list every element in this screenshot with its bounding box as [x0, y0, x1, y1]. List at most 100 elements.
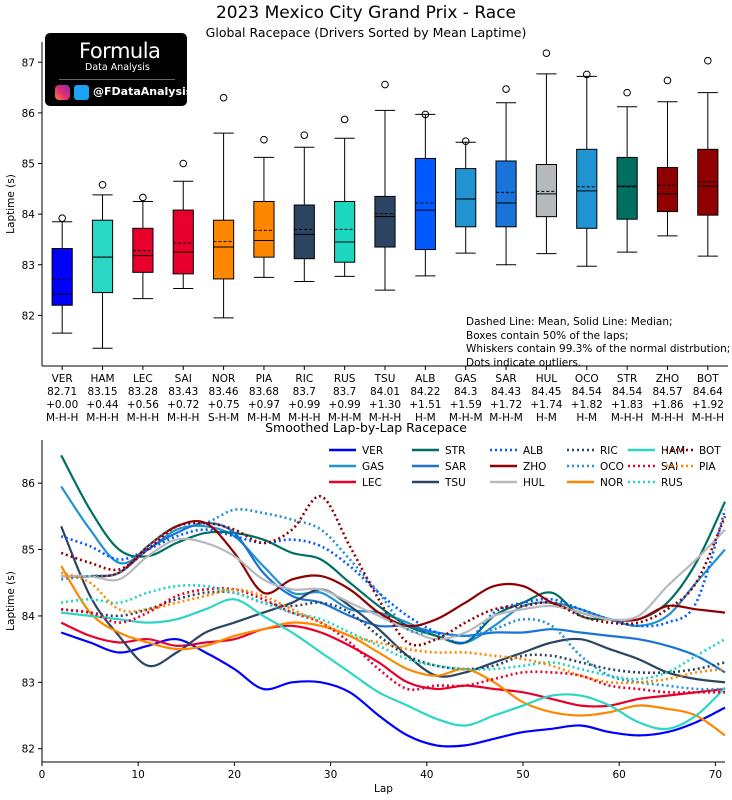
- outlier-point: [381, 80, 389, 89]
- x-tick-label: ALB: [415, 373, 435, 385]
- x-tick-label: +1.59: [450, 399, 482, 411]
- legend-label-ric: RIC: [600, 445, 618, 457]
- x-tick-label: +1.92: [692, 399, 724, 411]
- legend-label-gas: GAS: [362, 461, 384, 473]
- legend-label-rus: RUS: [661, 477, 683, 489]
- legend-label-alb: ALB: [523, 445, 543, 457]
- series-line-zho: [61, 519, 726, 628]
- x-tick-label: M-H-H: [369, 412, 401, 424]
- x-tick-label: 83.15: [87, 386, 117, 398]
- x-axis-label: Lap: [374, 783, 393, 795]
- x-tick-label: 83.68: [249, 386, 279, 398]
- x-tick-label: 83.43: [168, 386, 198, 398]
- legend-label-sai: SAI: [661, 461, 678, 473]
- x-tick-label: OCO: [575, 373, 599, 385]
- y-axis-label: Laptime (s): [5, 174, 17, 234]
- x-tick-label: +1.82: [571, 399, 603, 411]
- y-tick-label: 86: [22, 478, 36, 490]
- box-ver: [51, 248, 73, 306]
- x-tick-label: STR: [617, 373, 637, 385]
- series-line-str: [60, 454, 726, 645]
- x-tick-label: +1.83: [611, 399, 643, 411]
- series-line-rus: [61, 583, 726, 681]
- logo-divider: [59, 79, 175, 80]
- y-tick-label: 87: [22, 57, 35, 69]
- legend-label-zho: ZHO: [523, 461, 546, 473]
- box-sar: [495, 160, 517, 228]
- box-pia: [253, 200, 275, 258]
- y-tick-label: 82: [22, 744, 35, 756]
- series-line-ver: [60, 631, 726, 748]
- x-tick-label: 84.57: [652, 386, 682, 398]
- instagram-icon: [55, 85, 70, 100]
- x-tick-label: +1.51: [409, 399, 441, 411]
- note-line: Boxes contain 50% of the laps;: [466, 329, 629, 342]
- outlier-point: [340, 115, 349, 124]
- x-tick-label: NOR: [212, 373, 235, 385]
- x-tick-label: M-H-H: [611, 412, 643, 424]
- y-tick-label: 86: [22, 108, 36, 120]
- brand-logo: Formula Data Analysis @FDataAnalysis: [45, 33, 192, 106]
- x-tick-label: M-H-M: [449, 412, 483, 424]
- x-tick-label: M-H-H: [167, 412, 199, 424]
- box-hul: [535, 164, 558, 218]
- x-tick-label: HAM: [90, 373, 114, 385]
- box-rus: [334, 200, 356, 263]
- y-axis-label: Laptime (s): [5, 571, 17, 631]
- box-zho: [656, 167, 679, 213]
- x-tick-label: +0.44: [86, 399, 118, 411]
- x-tick-label: 84.01: [370, 386, 400, 398]
- x-tick-label: 84.3: [454, 386, 477, 398]
- x-tick-label: 40: [420, 769, 433, 781]
- x-tick-label: M-H-M: [489, 412, 523, 424]
- series-line-lec: [60, 621, 726, 708]
- x-tick-label: ZHO: [656, 373, 679, 385]
- x-tick-label: SAR: [495, 373, 516, 385]
- x-tick-label: 0: [39, 769, 46, 781]
- box-str: [616, 156, 638, 220]
- outlier-point: [300, 131, 309, 139]
- box-oco: [576, 148, 598, 229]
- outlier-point: [98, 180, 107, 189]
- outlier-point: [704, 56, 712, 65]
- x-tick-label: +0.97: [248, 399, 280, 411]
- legend-label-lec: LEC: [362, 477, 382, 489]
- x-tick-label: +1.72: [490, 399, 522, 411]
- x-tick-label: RIC: [295, 373, 313, 385]
- line-chart-title: Smoothed Lap-by-Lap Racepace: [265, 420, 467, 435]
- outlier-point: [542, 49, 551, 57]
- x-tick-label: 84.64: [693, 386, 723, 398]
- series-line-sar: [61, 521, 726, 674]
- x-tick-label: M-H-H: [86, 412, 118, 424]
- y-tick-label: 85: [22, 159, 35, 171]
- series-line-alb: [60, 509, 727, 645]
- y-tick-label: 82: [22, 310, 35, 322]
- y-tick-label: 85: [22, 545, 35, 557]
- x-tick-label: +1.74: [530, 399, 562, 411]
- note-line: Dots indicate outliers.: [466, 356, 582, 369]
- x-tick-label: +0.56: [127, 399, 159, 411]
- note-line: Dashed Line: Mean, Solid Line: Median;: [466, 316, 673, 328]
- logo-handle: @FDataAnalysis: [93, 85, 193, 98]
- legend-label-hul: HUL: [523, 477, 545, 489]
- x-tick-label: 83.28: [128, 386, 158, 398]
- x-tick-label: +0.99: [329, 399, 361, 411]
- note-line: Whiskers contain 99.3% of the normal dis…: [466, 343, 731, 355]
- x-tick-label: SAI: [175, 373, 192, 385]
- series-line-bot: [60, 495, 727, 647]
- outlier-point: [219, 93, 228, 102]
- outlier-point: [260, 135, 268, 144]
- box-nor: [213, 219, 235, 280]
- x-tick-label: M-H-H: [651, 412, 683, 424]
- x-tick-label: H-M: [576, 412, 597, 424]
- x-tick-label: 20: [228, 769, 241, 781]
- logo-name: Formula: [79, 39, 161, 63]
- series-line-nor: [60, 565, 726, 737]
- x-tick-label: 60: [612, 769, 625, 781]
- x-tick-label: +0.00: [46, 399, 78, 411]
- x-tick-label: 30: [324, 769, 337, 781]
- x-tick-label: +0.75: [207, 399, 239, 411]
- series-line-pia: [60, 571, 726, 685]
